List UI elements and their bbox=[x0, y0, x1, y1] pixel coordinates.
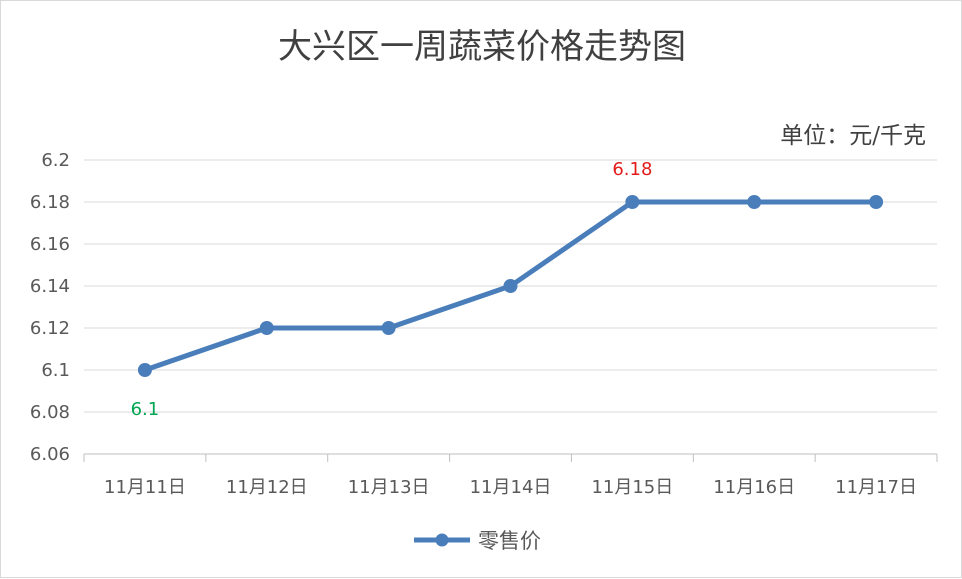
y-axis-ticks: 6.06 6.08 6.1 6.12 6.14 6.16 6.18 6.2 bbox=[30, 150, 70, 465]
x-tick-label: 11月15日 bbox=[591, 477, 673, 498]
y-tick-label: 6.06 bbox=[30, 444, 70, 465]
x-axis: 11月11日 11月12日 11月13日 11月14日 11月15日 11月16日 11月1… bbox=[83, 454, 938, 498]
series-line bbox=[137, 195, 884, 377]
x-tick-label: 11月13日 bbox=[348, 477, 430, 498]
legend-label: 零售价 bbox=[478, 529, 541, 553]
chart-title: 大兴区一周蔬菜价格走势图 bbox=[278, 27, 686, 67]
y-tick-label: 6.18 bbox=[30, 192, 70, 213]
y-tick-label: 6.16 bbox=[30, 234, 70, 255]
data-point bbox=[869, 195, 884, 209]
y-tick-label: 6.12 bbox=[30, 318, 70, 339]
unit-label: 单位：元/千克 bbox=[780, 123, 926, 149]
data-label: 6.1 bbox=[131, 399, 160, 420]
data-point bbox=[137, 363, 152, 377]
x-tick-label: 11月12日 bbox=[226, 477, 308, 498]
data-point bbox=[259, 321, 274, 335]
data-labels: 6.1 6.18 bbox=[131, 159, 653, 420]
data-point bbox=[625, 195, 640, 209]
data-point bbox=[747, 195, 762, 209]
x-tick-label: 11月17日 bbox=[835, 477, 917, 498]
y-tick-label: 6.08 bbox=[30, 402, 70, 423]
x-tick-label: 11月11日 bbox=[104, 477, 186, 498]
data-point bbox=[381, 321, 396, 335]
y-tick-label: 6.2 bbox=[41, 150, 70, 171]
x-tick-label: 11月16日 bbox=[713, 477, 795, 498]
data-label: 6.18 bbox=[612, 159, 652, 180]
x-tick-label: 11月14日 bbox=[470, 477, 552, 498]
legend-marker-swatch bbox=[435, 533, 449, 547]
data-point bbox=[503, 279, 518, 293]
y-tick-label: 6.1 bbox=[41, 360, 70, 381]
legend: 零售价 bbox=[414, 529, 541, 553]
y-tick-label: 6.14 bbox=[30, 276, 70, 297]
